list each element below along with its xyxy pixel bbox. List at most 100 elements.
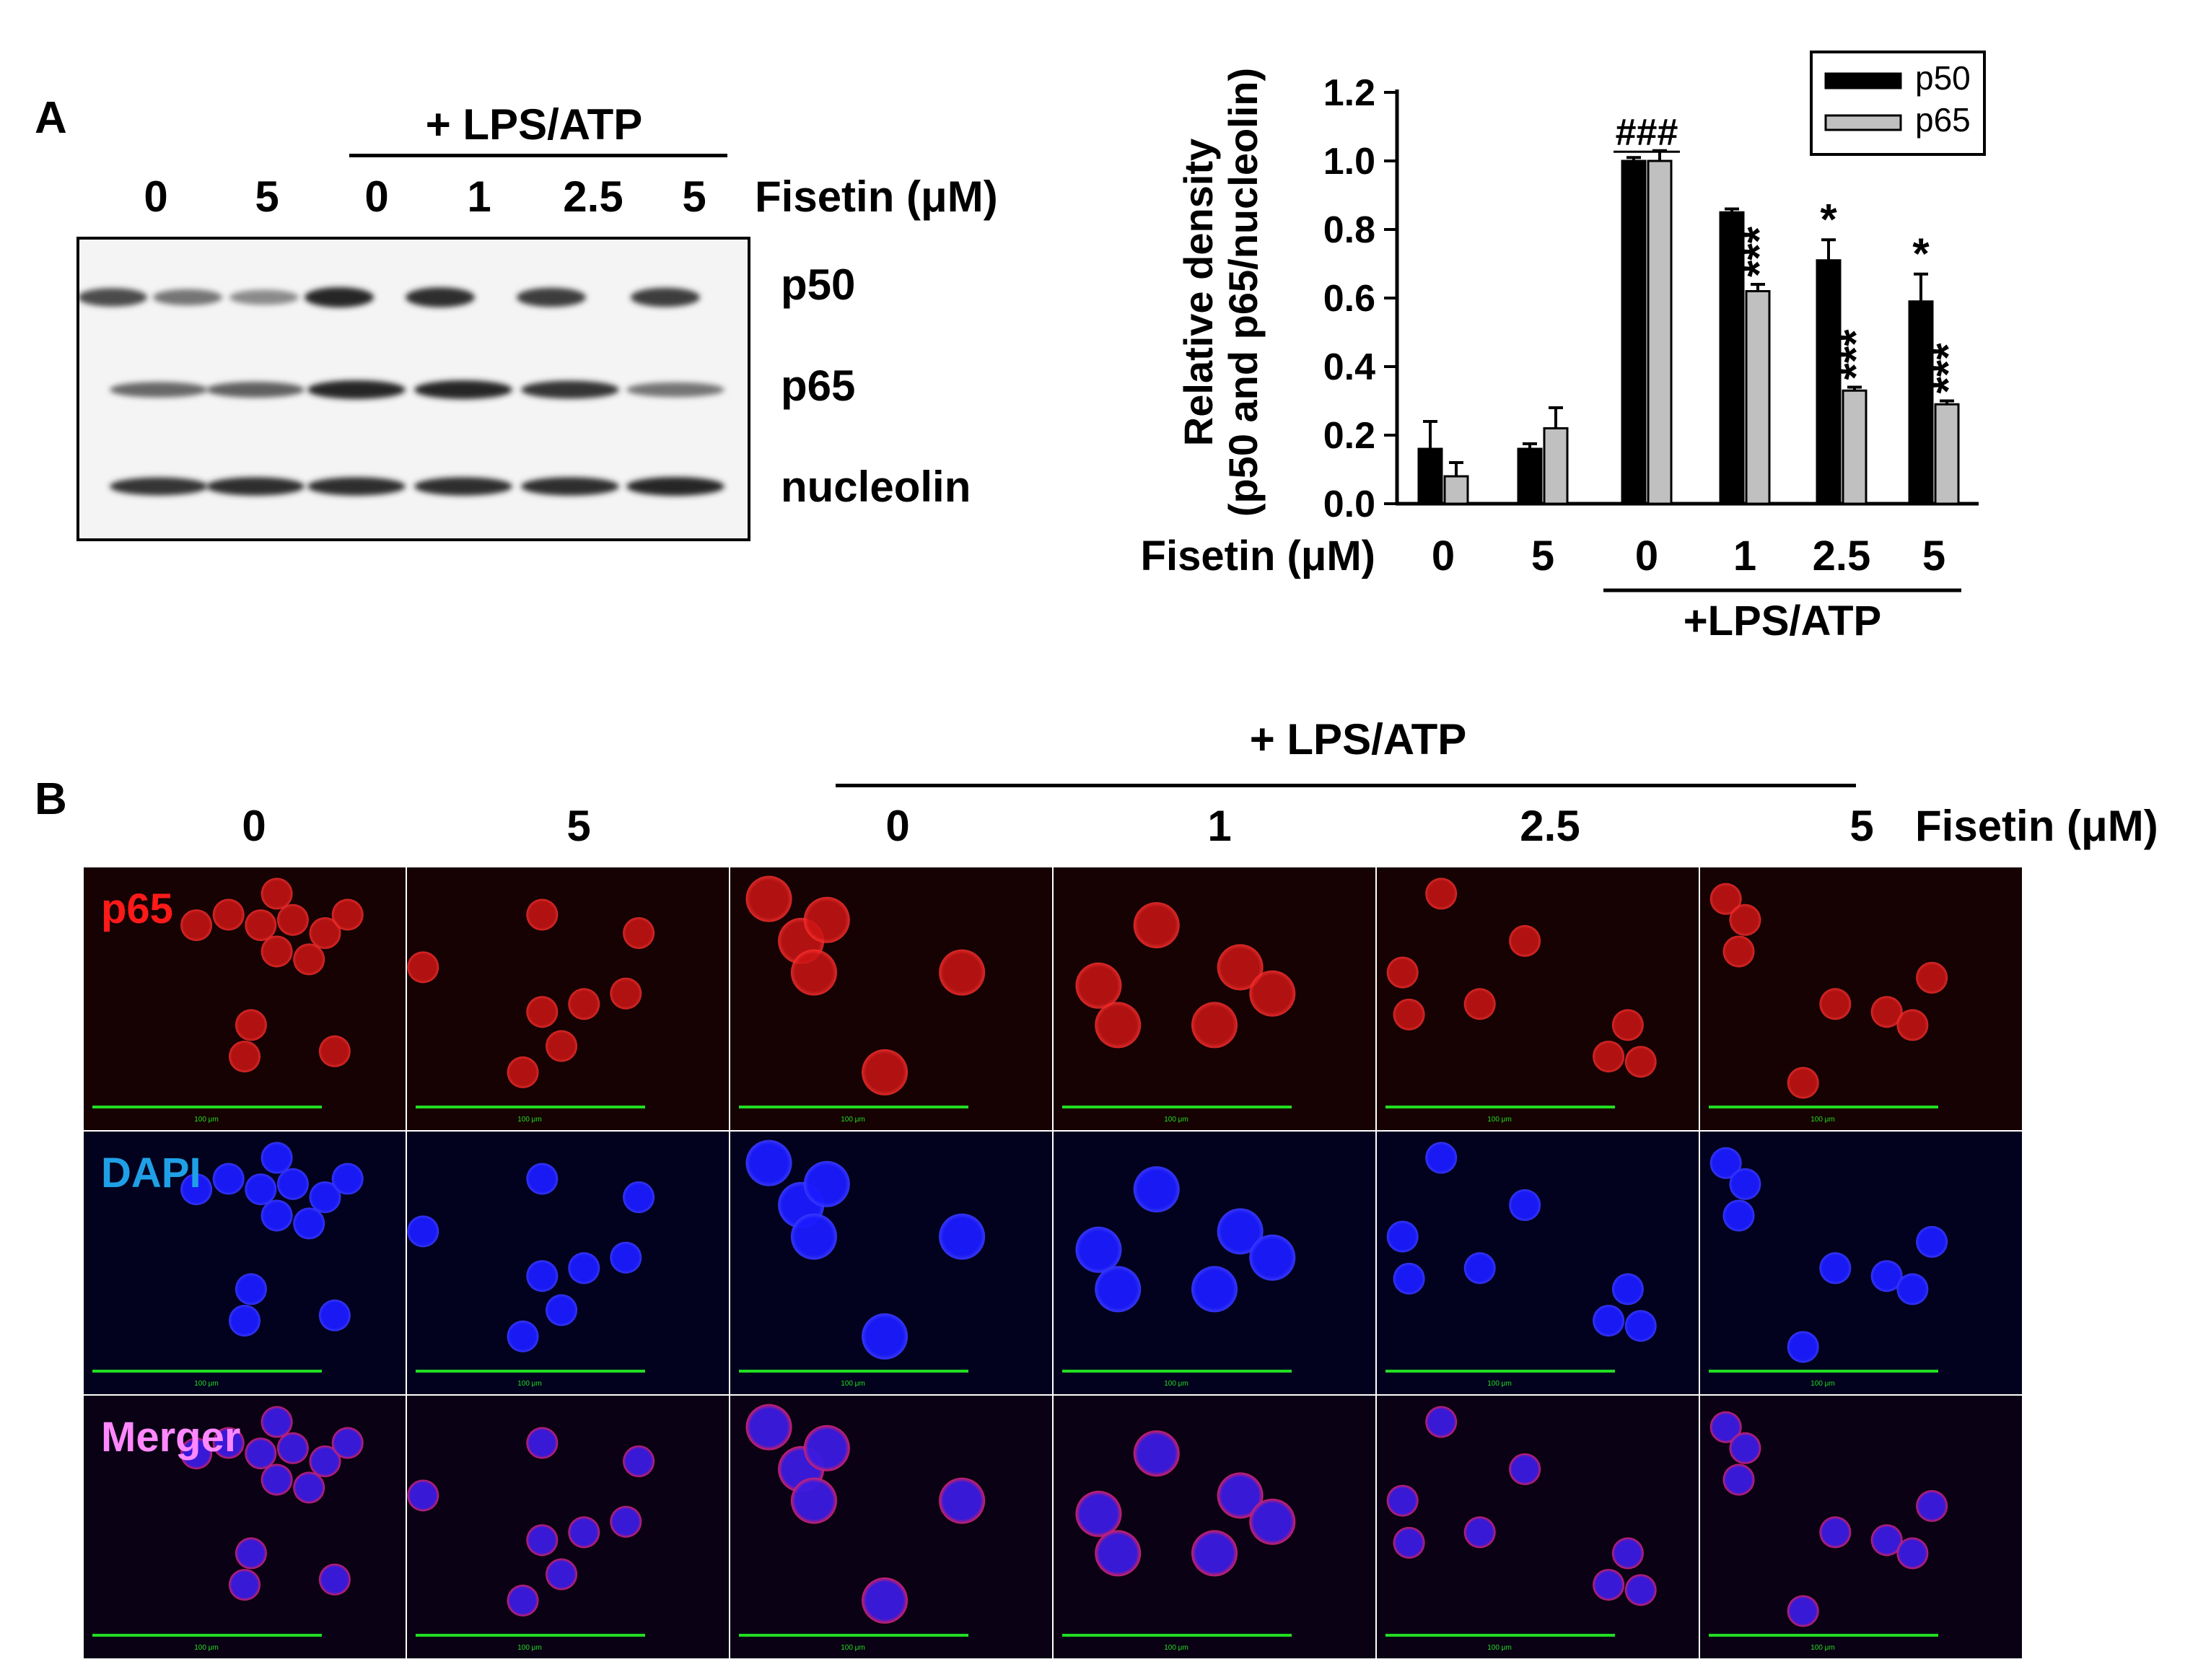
cell-nucleus bbox=[309, 1445, 341, 1477]
cell-nucleus bbox=[745, 1139, 792, 1186]
blot-band bbox=[229, 289, 299, 305]
micrograph-tile: 100 μm bbox=[1700, 867, 2022, 1130]
cell-nucleus bbox=[1217, 944, 1264, 991]
blot-concentration-label: 1 bbox=[467, 172, 491, 221]
cell-nucleus bbox=[1896, 1537, 1929, 1570]
cell-nucleus bbox=[1191, 1002, 1238, 1049]
cell-nucleus bbox=[1896, 1273, 1929, 1305]
x-tick-label: 1 bbox=[1733, 533, 1756, 579]
bar-p50 bbox=[1816, 259, 1842, 505]
micro-concentration-label: 0 bbox=[885, 802, 910, 850]
micrograph-tile: 100 μm bbox=[84, 1396, 406, 1658]
cell-nucleus bbox=[790, 1213, 837, 1260]
cell-nucleus bbox=[1916, 1225, 1948, 1258]
cell-nucleus bbox=[1463, 1516, 1496, 1549]
cell-nucleus bbox=[939, 949, 986, 996]
scale-bar-label: 100 μm bbox=[517, 1380, 542, 1388]
cell-nucleus bbox=[623, 917, 655, 949]
cell-nucleus bbox=[1386, 1220, 1419, 1253]
cell-nucleus bbox=[1593, 1041, 1625, 1073]
scale-bar-label: 100 μm bbox=[517, 1116, 542, 1124]
cell-nucleus bbox=[1075, 962, 1122, 1009]
panel-b-treatment-label: + LPS/ATP bbox=[1249, 715, 1467, 764]
blot-band bbox=[78, 288, 147, 307]
cell-nucleus bbox=[1624, 1046, 1657, 1078]
cell-nucleus bbox=[507, 1056, 539, 1088]
cell-nucleus bbox=[1393, 1262, 1425, 1295]
scale-bar-label: 100 μm bbox=[841, 1644, 865, 1652]
scale-bar-label: 100 μm bbox=[1164, 1644, 1188, 1652]
blot-band bbox=[110, 477, 208, 496]
x-tick-label: 0 bbox=[1432, 533, 1455, 579]
y-tick-label: 0.6 bbox=[1323, 278, 1375, 320]
cell-nucleus bbox=[526, 898, 559, 931]
y-tick-label: 0.2 bbox=[1323, 415, 1375, 457]
cell-nucleus bbox=[1509, 1189, 1541, 1221]
cell-nucleus bbox=[1425, 1406, 1458, 1438]
micro-concentration-label: 5 bbox=[566, 802, 591, 850]
blot-band bbox=[414, 380, 512, 399]
cell-nucleus bbox=[568, 1252, 600, 1285]
cell-nucleus bbox=[1611, 1537, 1644, 1570]
blot-concentration-label: 5 bbox=[255, 172, 279, 221]
blot-concentration-label: 5 bbox=[682, 172, 706, 221]
micrograph-row-label: Merger bbox=[101, 1414, 241, 1461]
cell-nucleus bbox=[1249, 1234, 1296, 1281]
cell-nucleus bbox=[1133, 1430, 1180, 1477]
panel-a-treatment-label: + LPS/ATP bbox=[425, 100, 643, 149]
bar-p65 bbox=[1443, 475, 1469, 505]
micrograph-tile: 100 μm bbox=[84, 867, 406, 1130]
cell-nucleus bbox=[1722, 935, 1755, 968]
micro-concentration-label: 2.5 bbox=[1520, 802, 1580, 850]
micrograph-tile: 100 μm bbox=[1700, 1396, 2022, 1658]
bar-chart: 0.0 0.2 0.4 0.6 0.8 1.0 1.2 Relative density (p5… bbox=[1141, 51, 1986, 644]
cell-nucleus bbox=[623, 1445, 655, 1477]
cell-nucleus bbox=[331, 1427, 364, 1459]
cell-nucleus bbox=[790, 1477, 837, 1524]
cell-nucleus bbox=[862, 1577, 909, 1624]
cell-nucleus bbox=[1509, 1453, 1541, 1485]
significance-annotation: *** bbox=[1831, 329, 1880, 380]
cell-nucleus bbox=[745, 1404, 792, 1451]
cell-nucleus bbox=[260, 1142, 293, 1174]
cell-nucleus bbox=[1095, 1530, 1142, 1577]
micrograph-tile: 100 μm bbox=[407, 867, 729, 1130]
significance-annotation: *** bbox=[1735, 226, 1783, 277]
cell-nucleus bbox=[260, 1199, 293, 1232]
cell-nucleus bbox=[1386, 1484, 1419, 1517]
cell-nucleus bbox=[1133, 902, 1180, 949]
microscopy-grid: 100 μm 100 μm 100 μm 100 μm 100 μm 100 μm p65 1… bbox=[84, 867, 2022, 1661]
cell-nucleus bbox=[1611, 1273, 1644, 1305]
cell-nucleus bbox=[1095, 1002, 1142, 1049]
scale-bar-label: 100 μm bbox=[194, 1116, 219, 1124]
blot-band bbox=[517, 287, 586, 307]
cell-nucleus bbox=[803, 1425, 850, 1471]
blot-band bbox=[406, 287, 475, 307]
blot-band bbox=[305, 287, 374, 307]
cell-nucleus bbox=[526, 1163, 559, 1195]
y-axis-label: Relative density bbox=[1175, 139, 1221, 446]
blot-concentration-label: 0 bbox=[364, 172, 389, 221]
bar-p50 bbox=[1719, 211, 1745, 505]
cell-nucleus bbox=[1463, 1252, 1496, 1285]
cell-nucleus bbox=[229, 1305, 260, 1337]
x-tick-label: 5 bbox=[1922, 533, 1945, 579]
bar-p50 bbox=[1908, 300, 1934, 505]
cell-nucleus bbox=[235, 1009, 267, 1041]
cell-nucleus bbox=[1729, 904, 1761, 936]
scale-bar-label: 100 μm bbox=[1164, 1116, 1188, 1124]
cell-nucleus bbox=[229, 1041, 260, 1073]
micrograph-tile: 100 μm bbox=[407, 1132, 729, 1394]
micrograph-tile: 100 μm bbox=[407, 1396, 729, 1658]
bar-p65 bbox=[1647, 159, 1673, 505]
cell-nucleus bbox=[610, 1241, 642, 1274]
scale-bar-label: 100 μm bbox=[194, 1380, 219, 1388]
panel-b-concentration-header: Fisetin (μM) bbox=[1915, 802, 2158, 850]
cell-nucleus bbox=[1819, 988, 1852, 1020]
scale-bar-label: 100 μm bbox=[1487, 1380, 1512, 1388]
cell-nucleus bbox=[407, 951, 439, 984]
legend-box bbox=[1810, 51, 1986, 156]
micrograph-tile: 100 μm bbox=[1054, 1396, 1375, 1658]
micrograph-tile: 100 μm bbox=[1377, 1132, 1699, 1394]
cell-nucleus bbox=[293, 943, 325, 976]
